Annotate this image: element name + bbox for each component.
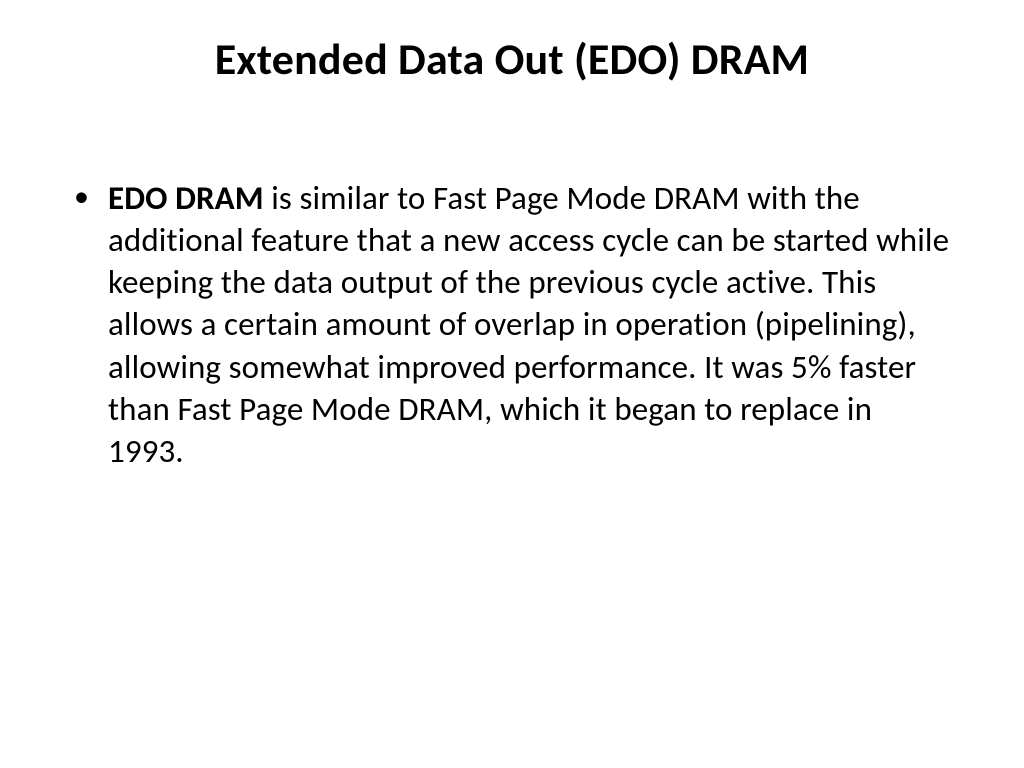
bullet-item: EDO DRAM is similar to Fast Page Mode DR… — [102, 177, 954, 473]
slide-title: Extended Data Out (EDO) DRAM — [70, 34, 954, 85]
bullet-lead-bold: EDO DRAM — [108, 178, 264, 218]
slide: Extended Data Out (EDO) DRAM EDO DRAM is… — [0, 0, 1024, 768]
slide-body: EDO DRAM is similar to Fast Page Mode DR… — [70, 177, 954, 473]
bullet-rest: is similar to Fast Page Mode DRAM with t… — [108, 178, 949, 471]
